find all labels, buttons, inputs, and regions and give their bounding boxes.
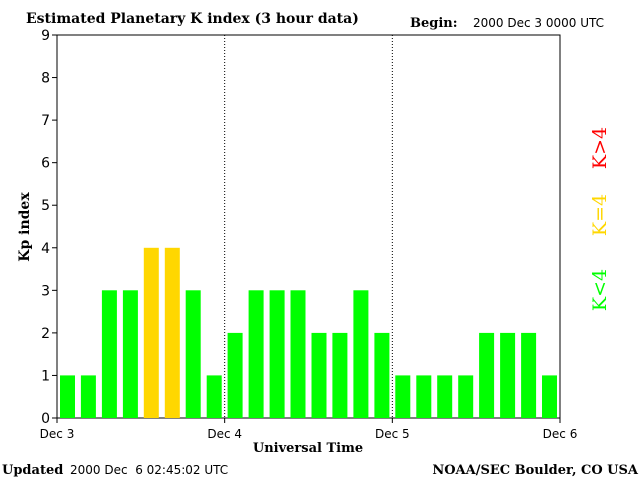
begin-value: 2000 Dec 3 0000 UTC (473, 16, 604, 30)
kp-bar (374, 332, 390, 418)
x-tick-label: Dec 5 (375, 427, 410, 441)
y-tick-label: 6 (41, 156, 50, 172)
kp-bar (479, 332, 495, 418)
kp-bar (290, 290, 306, 418)
kp-bar (458, 375, 474, 418)
bars-layer (60, 247, 557, 418)
chart-title: Estimated Planetary K index (3 hour data… (26, 11, 359, 27)
kp-bar (353, 290, 369, 418)
kp-bar (500, 332, 516, 418)
y-tick-label: 7 (41, 113, 50, 129)
updated-value: 2000 Dec 6 02:45:02 UTC (70, 463, 228, 477)
kp-bar (164, 247, 180, 418)
kp-bar (395, 375, 411, 418)
legend-k-above-4: K>4 (589, 127, 611, 169)
x-tick-label: Dec 4 (207, 427, 242, 441)
y-axis-ticks: 0 1 2 3 4 5 6 7 8 9 (41, 28, 57, 427)
y-tick-label: 2 (41, 326, 50, 342)
plot-area (56, 34, 561, 419)
kp-bar (332, 332, 348, 418)
kp-bar (437, 375, 453, 418)
kp-bar (227, 332, 243, 418)
kp-bar (542, 375, 557, 418)
kp-bar (248, 290, 264, 418)
y-tick-label: 9 (41, 28, 50, 44)
y-tick-label: 3 (41, 283, 50, 299)
x-axis-ticks: Dec 3 Dec 4 Dec 5 Dec 6 (40, 418, 578, 441)
kp-bar (185, 290, 201, 418)
kp-bar (122, 290, 138, 418)
y-tick-label: 0 (41, 411, 50, 427)
kp-bar (101, 290, 117, 418)
x-axis-label: Universal Time (253, 441, 363, 456)
credit-text: NOAA/SEC Boulder, CO USA (432, 463, 639, 478)
x-tick-label: Dec 6 (543, 427, 578, 441)
kp-bar (311, 332, 327, 418)
y-axis-label: Kp index (17, 192, 33, 262)
kp-bar (206, 375, 222, 418)
day-separators (224, 35, 393, 418)
updated-label: Updated (2, 463, 63, 478)
kp-bar (521, 332, 537, 418)
kp-bar (416, 375, 432, 418)
legend-k-equal-4: K=4 (589, 194, 611, 236)
x-tick-label: Dec 3 (40, 427, 75, 441)
y-tick-label: 8 (41, 71, 50, 87)
kp-bar (80, 375, 96, 418)
legend-k-below-4: K<4 (589, 269, 611, 311)
kp-bar (269, 290, 285, 418)
y-tick-label: 5 (41, 198, 50, 214)
y-tick-label: 1 (41, 368, 50, 384)
kp-bar (143, 247, 159, 418)
y-tick-label: 4 (41, 241, 50, 257)
kp-bar (60, 375, 75, 418)
begin-label: Begin: (410, 16, 458, 31)
